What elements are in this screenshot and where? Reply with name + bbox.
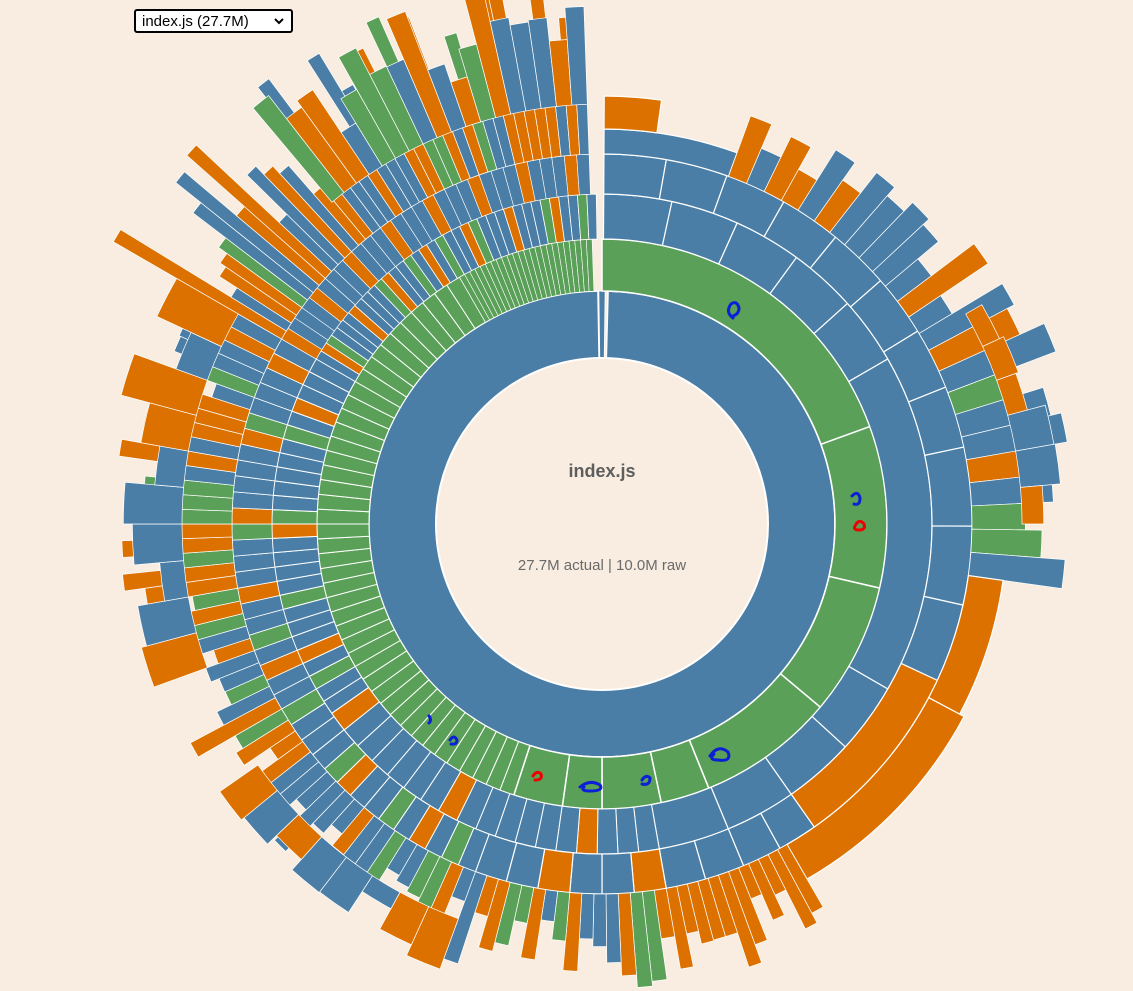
sunburst-segment[interactable] bbox=[603, 95, 663, 134]
sunburst-segment[interactable] bbox=[630, 848, 667, 894]
annotation-scribble bbox=[448, 735, 459, 746]
annotation-scribble bbox=[578, 780, 603, 793]
annotation-scribble bbox=[640, 774, 652, 786]
sunburst-segment[interactable] bbox=[592, 893, 607, 948]
sunburst-segment[interactable] bbox=[586, 193, 598, 240]
sunburst-segment[interactable] bbox=[231, 537, 274, 557]
sunburst-segment[interactable] bbox=[154, 445, 189, 488]
sunburst-segment[interactable] bbox=[316, 523, 370, 540]
sunburst-segment[interactable] bbox=[603, 153, 668, 200]
sunburst-segment[interactable] bbox=[601, 852, 635, 895]
annotation-scribble bbox=[850, 491, 862, 506]
sunburst-segment[interactable] bbox=[924, 446, 973, 527]
sunburst-segment[interactable] bbox=[219, 764, 278, 821]
annotation-scribble bbox=[726, 301, 741, 320]
center-subtitle: 27.7M actual | 10.0M raw bbox=[517, 557, 687, 574]
sunburst-segment[interactable] bbox=[159, 560, 189, 602]
annotation-scribble bbox=[531, 770, 543, 782]
sunburst-segment[interactable] bbox=[576, 153, 591, 196]
sunburst-segment[interactable] bbox=[131, 523, 184, 566]
annotation-scribble bbox=[708, 747, 731, 762]
sunburst-segment[interactable] bbox=[971, 502, 1026, 531]
sunburst-segment[interactable] bbox=[605, 893, 622, 964]
sunburst-segment[interactable] bbox=[601, 751, 663, 810]
sunburst-segment[interactable] bbox=[602, 193, 673, 247]
sunburst-segment[interactable] bbox=[231, 507, 273, 525]
sunburst-segment[interactable] bbox=[564, 6, 588, 106]
file-select-dropdown[interactable]: index.js (27.7M) bbox=[134, 9, 293, 33]
sunburst-segment[interactable] bbox=[122, 481, 184, 525]
sunburst-center bbox=[435, 357, 769, 691]
annotation-scribble bbox=[853, 519, 866, 532]
sunburst-segment[interactable] bbox=[1020, 485, 1045, 525]
sunburst-segment[interactable] bbox=[1015, 443, 1061, 488]
sunburst-segment[interactable] bbox=[231, 523, 273, 541]
chevron-down-icon bbox=[274, 18, 284, 25]
sunburst-segment[interactable] bbox=[156, 277, 239, 347]
sunburst-segment[interactable] bbox=[596, 808, 619, 855]
annotation-scribble bbox=[427, 714, 432, 725]
sunburst-segment[interactable] bbox=[271, 523, 318, 539]
sunburst-segment[interactable] bbox=[569, 852, 603, 895]
center-title: index.js bbox=[568, 461, 636, 481]
sunburst-segment[interactable] bbox=[923, 525, 973, 606]
file-select-value: index.js (27.7M) bbox=[142, 12, 249, 30]
